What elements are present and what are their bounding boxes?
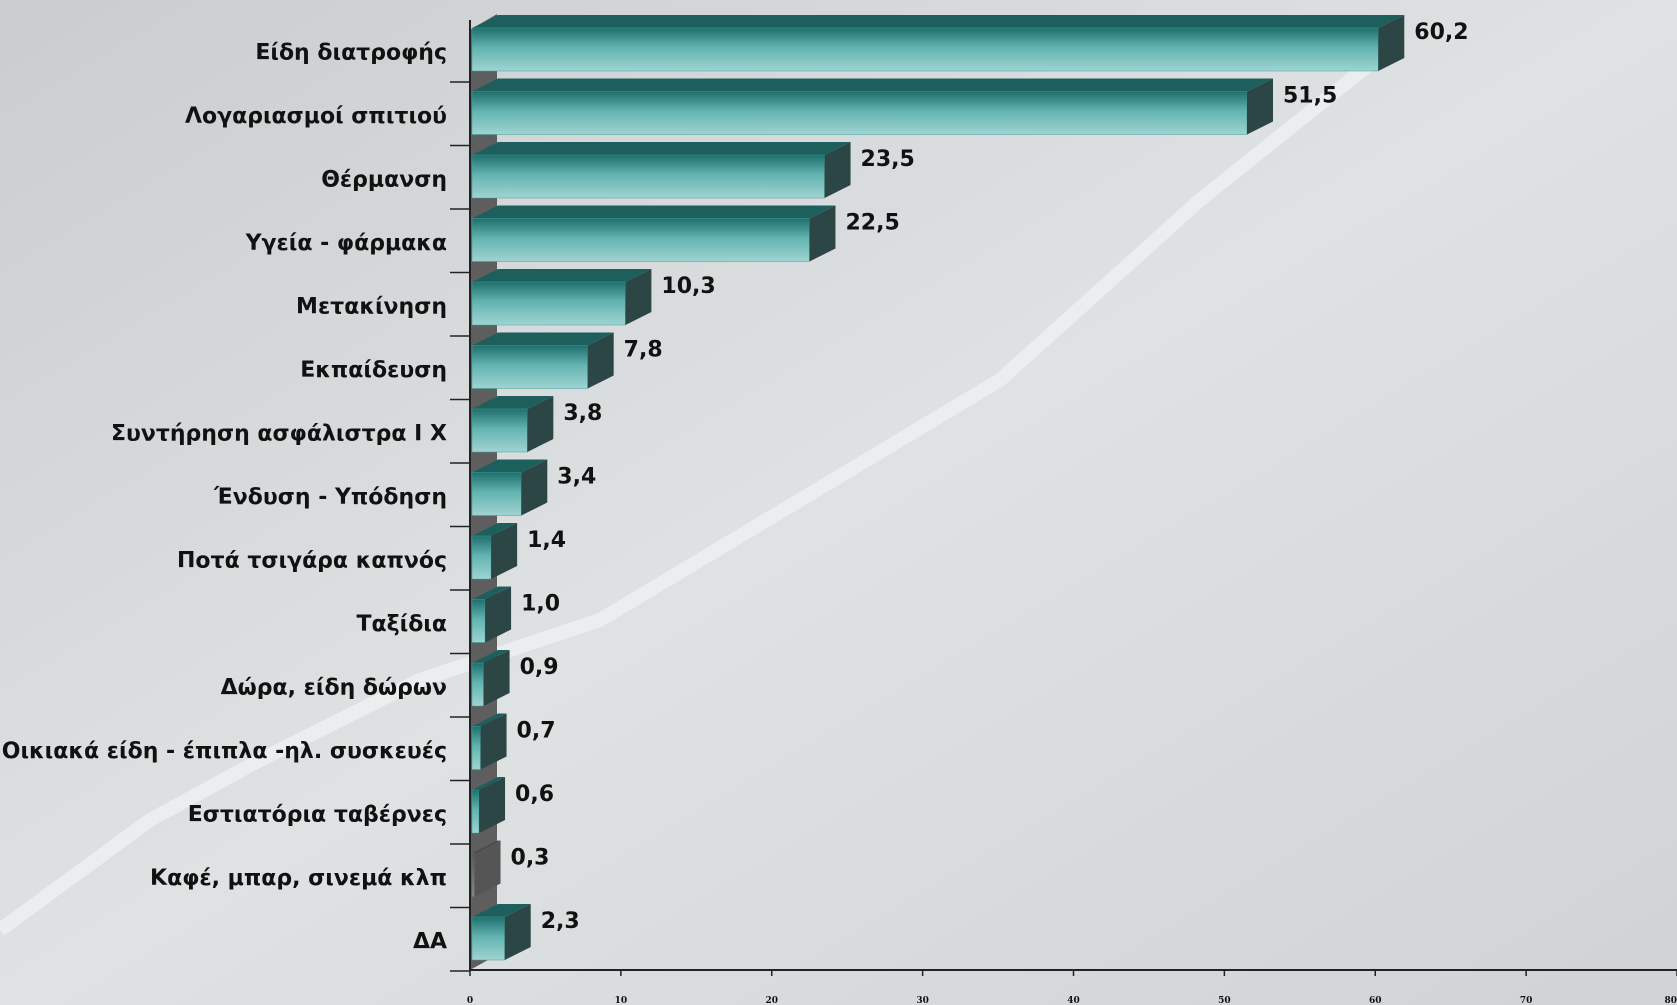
category-label: Είδη διατροφής — [255, 41, 447, 66]
bar — [471, 472, 522, 516]
bar — [471, 91, 1248, 135]
value-label: 3,4 — [557, 465, 596, 490]
value-label: 0,6 — [515, 782, 554, 807]
category-label: Εκπαίδευση — [300, 358, 447, 383]
value-label: 23,5 — [861, 147, 915, 172]
bar-top — [472, 777, 506, 790]
category-label: Δώρα, είδη δώρων — [221, 676, 447, 701]
bar-side — [479, 777, 506, 833]
bar — [471, 662, 484, 707]
bar — [471, 789, 480, 834]
bar — [471, 218, 810, 262]
bar — [471, 853, 475, 897]
bar-top — [472, 142, 851, 155]
bar-side — [809, 205, 836, 262]
bar-top — [472, 269, 652, 282]
bar-side — [587, 332, 614, 389]
background-arrow — [0, 34, 1405, 936]
bar-top — [472, 396, 554, 409]
x-tick-label: 10 — [615, 996, 628, 1005]
value-label: 0,7 — [517, 719, 556, 744]
bar — [471, 726, 481, 770]
category-label: Υγεία - φάρμακα — [245, 231, 447, 256]
category-label: Μετακίνηση — [296, 295, 447, 320]
bar — [471, 408, 528, 453]
bar-top — [472, 459, 548, 473]
category-label: Ποτά τσιγάρα καπνός — [177, 549, 447, 574]
bar — [471, 281, 626, 326]
value-label: 0,9 — [520, 655, 559, 680]
x-tick-label: 50 — [1218, 996, 1231, 1005]
x-tick-label: 0 — [467, 996, 473, 1005]
bar-top — [472, 650, 510, 663]
bar-top — [472, 840, 501, 854]
x-tick-label: 30 — [916, 996, 929, 1005]
bar-side — [485, 586, 512, 643]
bar-side — [625, 269, 652, 325]
x-tick-label: 70 — [1520, 996, 1533, 1005]
bar — [471, 154, 825, 199]
value-label: 1,0 — [521, 592, 560, 617]
category-label: Λογαριασμοί σπιτιού — [185, 104, 447, 129]
value-label: 7,8 — [624, 338, 663, 363]
category-label: Συντήρηση ασφάλιστρα Ι Χ — [111, 422, 447, 447]
bar-side — [521, 459, 548, 516]
bar-top — [472, 586, 512, 600]
x-tick-label: 60 — [1369, 996, 1382, 1005]
category-label: Οικιακά είδη - έπιπλα -ηλ. συσκευές — [2, 739, 447, 764]
bar-top — [472, 15, 1405, 28]
bar-side — [824, 142, 851, 198]
value-label: 2,3 — [541, 909, 580, 934]
bar-side — [527, 396, 554, 452]
bar-top — [472, 523, 518, 536]
value-label: 60,2 — [1414, 20, 1468, 45]
category-label: ΔΑ — [413, 930, 447, 955]
value-label: 10,3 — [661, 274, 715, 299]
bar-side — [491, 523, 518, 579]
bar-top — [472, 713, 507, 727]
bar-top — [472, 205, 836, 219]
bar — [471, 27, 1379, 72]
bar-top — [472, 904, 531, 917]
bar-side — [483, 650, 510, 706]
bar — [471, 535, 492, 580]
bar-side — [1247, 78, 1274, 135]
value-label: 51,5 — [1283, 84, 1337, 109]
value-label: 0,3 — [511, 846, 550, 871]
category-label: Ένδυση - Υπόδηση — [213, 485, 447, 510]
category-label: Καφέ, μπαρ, σινεμά κλπ — [150, 866, 447, 891]
bar — [471, 916, 505, 961]
bar-side — [504, 904, 531, 960]
bar-top — [472, 78, 1274, 92]
value-label: 3,8 — [563, 401, 602, 426]
bar-side — [474, 840, 501, 897]
bar-side — [1378, 15, 1405, 71]
value-label: 22,5 — [845, 211, 899, 236]
bar-top — [472, 332, 614, 346]
x-tick-label: 80 — [1664, 996, 1677, 1005]
x-tick-label: 40 — [1067, 996, 1080, 1005]
bar — [471, 599, 486, 643]
bar — [471, 345, 588, 389]
category-label: Εστιατόρια ταβέρνες — [188, 803, 447, 828]
category-label: Θέρμανση — [321, 168, 447, 193]
x-tick-label: 20 — [765, 996, 778, 1005]
bar-side — [480, 713, 507, 770]
value-label: 1,4 — [527, 528, 566, 553]
category-label: Ταξίδια — [357, 612, 448, 637]
